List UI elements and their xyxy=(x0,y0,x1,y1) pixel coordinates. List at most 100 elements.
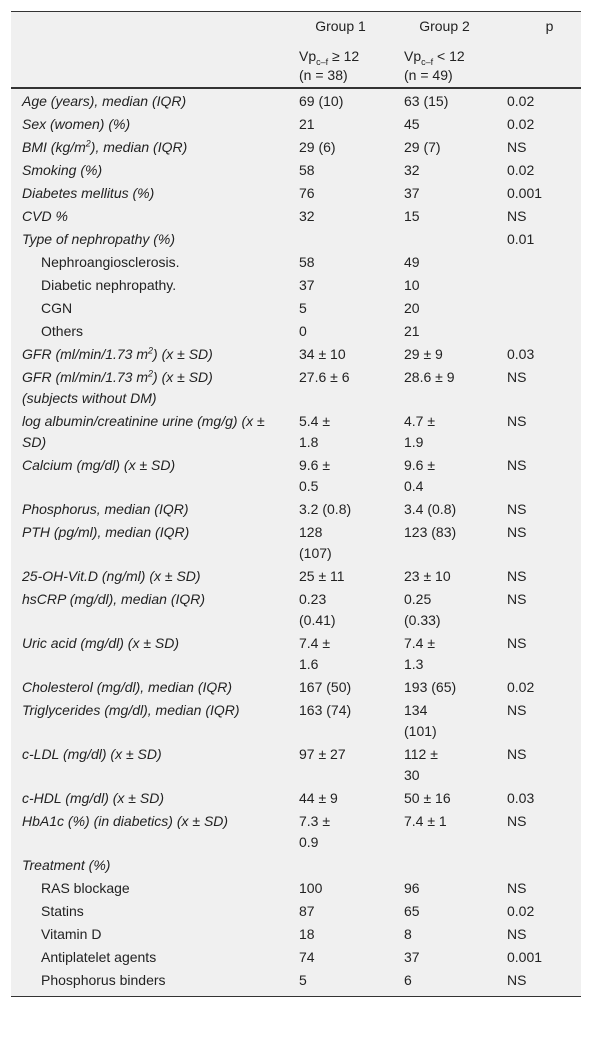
table-row: PTH (pg/ml), median (IQR) 128 (107) 123 (8… xyxy=(11,521,581,565)
cell-g1: 44 ± 9 xyxy=(299,790,338,806)
row-label: Diabetic nephropathy. xyxy=(11,274,288,297)
cell-g2: 3.4 (0.8) xyxy=(404,501,457,517)
cell-p: 0.02 xyxy=(507,679,535,695)
text-part: PTH (pg/ml), median (IQR) xyxy=(22,524,190,540)
table-row: Age (years), median (IQR) 69 (10) 63 (15) 0… xyxy=(11,88,581,113)
text-part: Antiplatelet agents xyxy=(41,949,157,965)
cell-g2: 29 (7) xyxy=(404,139,441,155)
text-part: < 12 xyxy=(433,48,465,64)
text-part: Triglycerides (mg/dl), median (IQR) xyxy=(22,702,240,718)
table-row: hsCRP (mg/dl), median (IQR) 0.23 (0.41) 0.… xyxy=(11,588,581,632)
table-row: Phosphorus, median (IQR) 3.2 (0.8) 3.4 (0.… xyxy=(11,498,581,521)
cell-p: 0.02 xyxy=(507,162,535,178)
data-table: Group 1 Group 2 p Vpc–f ≥ 12 (n = 38) Vpc… xyxy=(11,11,581,997)
header-cell: Vpc–f < 12 (n = 49) xyxy=(393,46,496,88)
header-cell: p xyxy=(545,18,554,34)
row-label: Nephroangiosclerosis. xyxy=(11,251,288,274)
cell-g2: 9.6 ± 0.4 xyxy=(404,457,436,494)
cell-g1 xyxy=(288,228,393,251)
cell-p: 0.001 xyxy=(507,949,543,965)
cell-p: 0.02 xyxy=(507,903,535,919)
header-cell xyxy=(11,46,288,88)
text-part: c-HDL (mg/dl) (x ± SD) xyxy=(22,790,164,806)
table-row: log albumin/creatinine urine (mg/g) (x ±… xyxy=(11,410,581,454)
text-part: Statins xyxy=(41,903,84,919)
cell-p: NS xyxy=(507,972,527,988)
cell-p: NS xyxy=(507,702,527,718)
cell-g2: 123 (83) xyxy=(404,524,457,540)
cell-p: NS xyxy=(507,369,527,385)
text-part: Sex (women) (%) xyxy=(22,116,131,132)
cell-g2: 65 xyxy=(404,903,420,919)
row-label: HbA1c (%) (in diabetics) (x ± SD) xyxy=(11,810,288,854)
cell-g2: 134 (101) xyxy=(404,702,437,739)
cell-g2: 37 xyxy=(404,949,420,965)
header-cell xyxy=(496,46,581,88)
table-row: c-HDL (mg/dl) (x ± SD) 44 ± 9 50 ± 16 0.03 xyxy=(11,787,581,810)
text-part: Calcium (mg/dl) (x ± SD) xyxy=(22,457,176,473)
cell-p: 0.01 xyxy=(507,231,535,247)
table-row: Others 0 21 xyxy=(11,320,581,343)
cell-p: NS xyxy=(507,813,527,829)
header-cell: Group 1 xyxy=(315,18,366,34)
row-label: Uric acid (mg/dl) (x ± SD) xyxy=(11,632,288,676)
group-criterion: Vpc–f < 12 xyxy=(404,47,496,66)
text-part: c–f xyxy=(421,56,434,67)
table-row: RAS blockage 100 96 NS xyxy=(11,877,581,900)
cell-g2: 63 (15) xyxy=(404,93,449,109)
row-label: Triglycerides (mg/dl), median (IQR) xyxy=(11,699,288,743)
row-label: CVD % xyxy=(11,205,288,228)
text-part: log albumin/creatinine urine (mg/g) (x ±… xyxy=(22,413,265,450)
cell-g2: 45 xyxy=(404,116,420,132)
row-label: c-LDL (mg/dl) (x ± SD) xyxy=(11,743,288,787)
cell-g1: 5.4 ± 1.8 xyxy=(299,413,331,450)
table-body: Age (years), median (IQR) 69 (10) 63 (15) 0… xyxy=(11,88,581,997)
text-part: GFR (ml/min/1.73 m xyxy=(22,369,149,385)
table-row: Treatment (%) xyxy=(11,854,581,877)
cell-g1: 128 (107) xyxy=(299,524,332,561)
text-part: 2 xyxy=(85,138,91,149)
row-label: PTH (pg/ml), median (IQR) xyxy=(11,521,288,565)
table-row: Diabetes mellitus (%) 76 37 0.001 xyxy=(11,182,581,205)
text-part: HbA1c (%) (in diabetics) (x ± SD) xyxy=(22,813,229,829)
header-cell xyxy=(11,12,288,47)
cell-g2: 112 ± 30 xyxy=(404,746,438,783)
text-part: Vitamin D xyxy=(41,926,102,942)
cell-g2: 7.4 ± 1 xyxy=(404,813,447,829)
text-part: Vp xyxy=(299,48,317,64)
row-label: GFR (ml/min/1.73 m2) (x ± SD) xyxy=(11,343,288,366)
table-row: CVD % 32 15 NS xyxy=(11,205,581,228)
table-row: c-LDL (mg/dl) (x ± SD) 97 ± 27 112 ± 30 NS xyxy=(11,743,581,787)
cell-g1: 32 xyxy=(299,208,315,224)
cell-g2: 4.7 ± 1.9 xyxy=(404,413,436,450)
cell-g1: 25 ± 11 xyxy=(299,568,345,584)
cell-g2: 23 ± 10 xyxy=(404,568,451,584)
cell-p: 0.03 xyxy=(507,346,535,362)
row-label: 25-OH-Vit.D (ng/ml) (x ± SD) xyxy=(11,565,288,588)
text-part: Others xyxy=(41,323,84,339)
row-label: Phosphorus, median (IQR) xyxy=(11,498,288,521)
cell-g1: 18 xyxy=(299,926,315,942)
text-part: Type of nephropathy (%) xyxy=(22,231,176,247)
cell-p: NS xyxy=(507,926,527,942)
cell-p: 0.001 xyxy=(507,185,543,201)
row-label: Diabetes mellitus (%) xyxy=(11,182,288,205)
row-label: Sex (women) (%) xyxy=(11,113,288,136)
cell-g2: 6 xyxy=(404,972,412,988)
text-part: ), median (IQR) xyxy=(90,139,188,155)
cell-g1: 167 (50) xyxy=(299,679,352,695)
cell-g1 xyxy=(288,854,393,877)
table-row: Cholesterol (mg/dl), median (IQR) 167 (50… xyxy=(11,676,581,699)
text-part: 2 xyxy=(148,368,154,379)
cell-p xyxy=(496,274,581,297)
cell-p xyxy=(496,320,581,343)
table-row: GFR (ml/min/1.73 m2) (x ± SD) (subjects … xyxy=(11,366,581,410)
table-row: Smoking (%) 58 32 0.02 xyxy=(11,159,581,182)
text-part: GFR (ml/min/1.73 m xyxy=(22,346,149,362)
group-size: (n = 49) xyxy=(404,67,453,83)
cell-g1: 69 (10) xyxy=(299,93,344,109)
text-part: Age (years), median (IQR) xyxy=(22,93,187,109)
row-label: Type of nephropathy (%) xyxy=(11,228,288,251)
cell-g2: 15 xyxy=(404,208,420,224)
